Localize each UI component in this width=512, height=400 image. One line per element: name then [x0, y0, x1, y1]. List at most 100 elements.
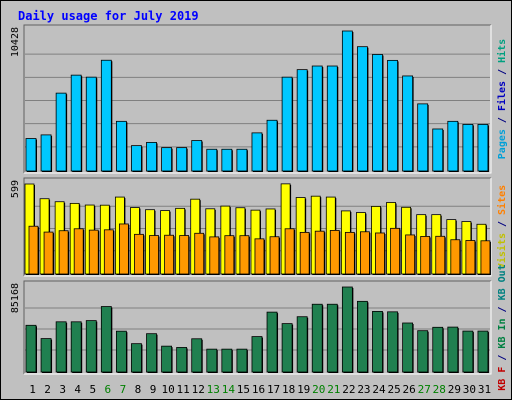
bar-sites [375, 232, 385, 275]
bar-pages [40, 134, 52, 172]
bar-pages [281, 76, 293, 172]
bar-kbout [176, 347, 188, 373]
bar-sites [420, 236, 431, 275]
bar-kbout [100, 306, 112, 373]
bar-kbout [477, 330, 489, 373]
bar-pages [221, 148, 233, 172]
side-legend-part: KB Out [497, 264, 508, 300]
bar-sites [28, 225, 39, 275]
x-tick-label: 6 [105, 383, 112, 396]
bar-pages [115, 120, 127, 172]
bar-sites [88, 229, 99, 275]
x-tick-label: 17 [267, 383, 280, 396]
bars-bot [25, 286, 489, 373]
x-tick-label: 10 [161, 383, 174, 396]
bar-kbout [146, 333, 157, 373]
bar-pages [251, 132, 263, 172]
bar-pages [100, 59, 112, 172]
x-tick-label: 2 [44, 383, 51, 396]
x-tick-label: 12 [192, 383, 205, 396]
y-max-label: 10428 [10, 27, 21, 57]
bar-sites [405, 234, 416, 275]
side-legend-part: / [497, 63, 508, 81]
x-tick-label: 28 [433, 383, 446, 396]
panel-border-light [24, 25, 492, 174]
bar-pages [477, 124, 489, 172]
x-tick-label: 26 [403, 383, 416, 396]
x-tick-label: 13 [207, 383, 220, 396]
bar-sites [329, 230, 340, 275]
panel-border-light [24, 281, 492, 375]
bar-sites [254, 238, 265, 275]
bar-sites [164, 234, 174, 275]
bar-kbout [402, 322, 414, 373]
bar-pages [311, 65, 323, 172]
bar-pages [206, 148, 218, 172]
bar-sites [299, 231, 310, 275]
bar-pages [432, 128, 444, 172]
x-tick-label: 20 [312, 383, 325, 396]
bar-sites [134, 233, 144, 275]
panel-border-dark [23, 177, 491, 276]
panel-border-dark [23, 280, 491, 374]
bar-sites [480, 240, 491, 275]
chart-title: Daily usage for July 2019 [18, 9, 199, 23]
bar-sites [179, 235, 190, 275]
bar-kbout [266, 311, 278, 373]
bar-pages [176, 147, 188, 172]
bar-kbout [417, 330, 429, 373]
side-legend: Pages / Files / Hits [496, 39, 508, 159]
bar-kbout [281, 323, 293, 373]
x-tick-label: 23 [357, 383, 370, 396]
x-tick-label: 31 [478, 383, 491, 396]
x-tick-label: 8 [135, 383, 142, 396]
bar-sites [390, 227, 400, 275]
side-legend-part: / [497, 349, 508, 367]
x-tick-label: 5 [89, 383, 96, 396]
bars-mid [24, 183, 491, 275]
bar-sites [314, 230, 325, 275]
panel-top: 10428 Pages / Files / Hits [10, 24, 508, 174]
bar-pages [417, 103, 429, 172]
bar-sites [58, 230, 69, 275]
bar-kbout [85, 320, 97, 373]
bar-kbout [40, 338, 52, 373]
x-tick-label: 15 [237, 383, 250, 396]
bar-kbout [115, 330, 127, 373]
bar-pages [266, 119, 278, 172]
x-tick-label: 22 [342, 383, 355, 396]
bar-sites [269, 236, 280, 275]
panel-border-light [24, 178, 492, 277]
y-max-label: 599 [10, 180, 21, 198]
x-tick-label: 21 [327, 383, 340, 396]
bar-sites [344, 231, 355, 275]
chart-panels: 10428 Pages / Files / Hits 599 Visits / Sit… [10, 24, 508, 391]
bar-sites [450, 239, 461, 275]
bar-sites [360, 231, 370, 275]
x-tick-label: 25 [387, 383, 400, 396]
bar-pages [447, 120, 459, 172]
x-tick-label: 7 [120, 383, 127, 396]
x-tick-label: 30 [463, 383, 476, 396]
bar-kbout [447, 326, 459, 373]
bar-kbout [372, 311, 383, 373]
bar-kbout [206, 348, 218, 373]
side-legend-part: Pages [497, 129, 508, 159]
bar-kbout [236, 348, 248, 373]
bar-sites [118, 223, 129, 275]
panel-mid: 599 Visits / Sites [10, 177, 508, 277]
x-tick-label: 1 [29, 383, 36, 396]
side-legend-part: Files [496, 81, 508, 111]
bar-kbout [341, 286, 353, 373]
x-tick-label: 24 [372, 383, 386, 396]
bar-pages [372, 54, 383, 172]
bar-pages [341, 30, 353, 172]
bar-kbout [251, 336, 263, 373]
side-legend-part: / [497, 300, 508, 318]
bar-pages [70, 74, 82, 172]
x-tick-label: 9 [150, 383, 157, 396]
side-legend: KB F / KB In / KB Out [497, 264, 508, 390]
x-tick-label: 11 [177, 383, 190, 396]
bar-pages [462, 124, 474, 172]
x-tick-label: 27 [418, 383, 431, 396]
